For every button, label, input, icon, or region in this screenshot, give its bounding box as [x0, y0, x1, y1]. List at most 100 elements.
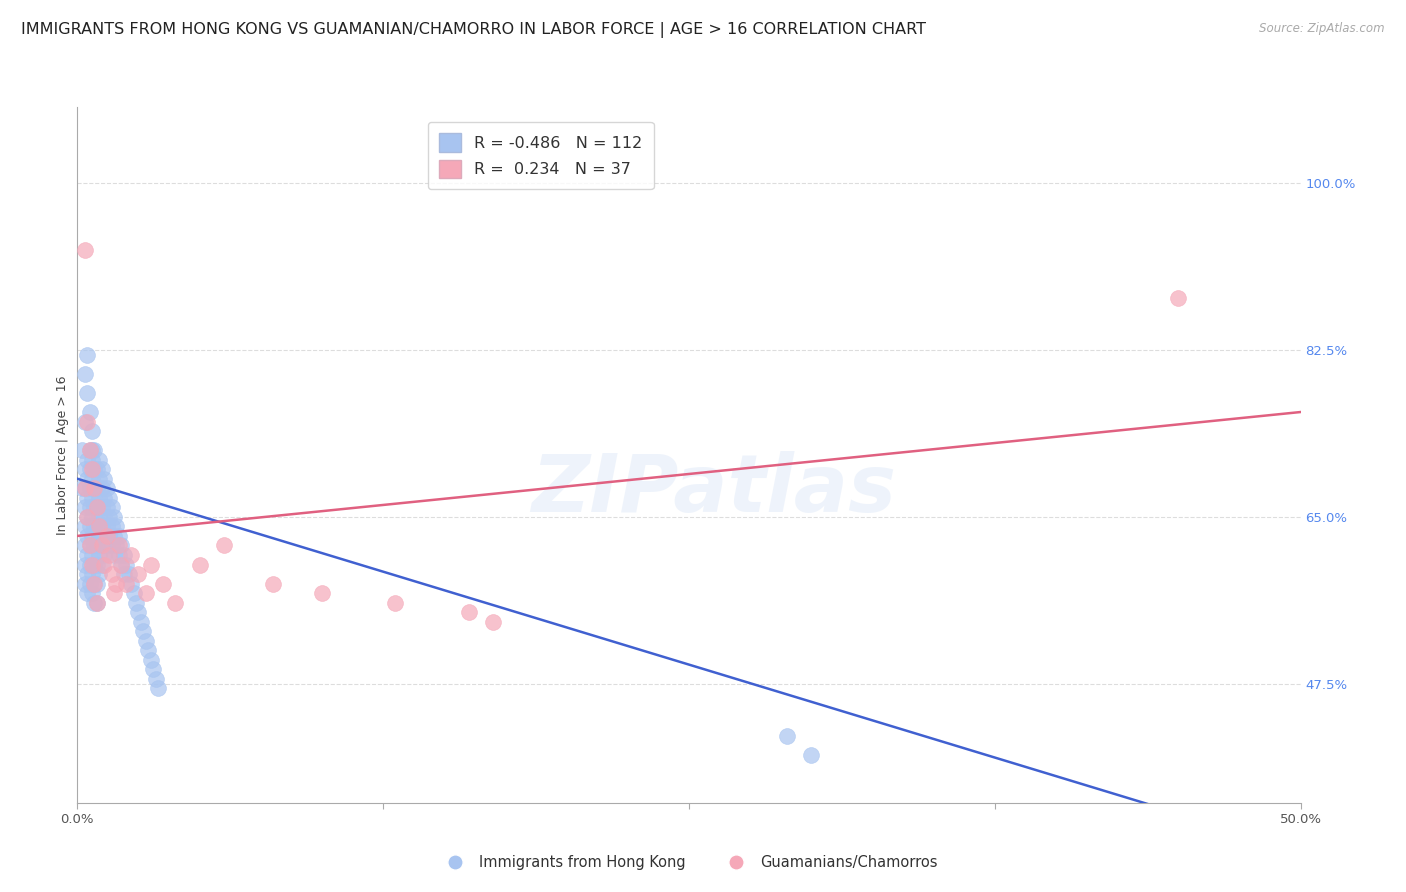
- Point: [135, 586, 157, 600]
- Point: [80, 567, 103, 582]
- Point: [127, 567, 149, 582]
- Point: [86, 558, 108, 572]
- Point: [103, 548, 125, 562]
- Point: [800, 748, 823, 763]
- Point: [122, 586, 145, 600]
- Point: [79, 443, 101, 458]
- Point: [93, 558, 115, 572]
- Point: [86, 596, 108, 610]
- Point: [76, 386, 98, 401]
- Point: [80, 443, 103, 458]
- Point: [83, 539, 105, 553]
- Point: [776, 729, 799, 743]
- Point: [86, 481, 108, 495]
- Point: [90, 481, 112, 495]
- Point: [112, 567, 135, 582]
- Point: [96, 519, 118, 533]
- Point: [100, 539, 122, 553]
- Point: [120, 548, 142, 562]
- Point: [93, 529, 115, 543]
- Point: [79, 405, 101, 419]
- Point: [76, 586, 98, 600]
- Point: [262, 576, 284, 591]
- Point: [89, 548, 111, 562]
- Point: [98, 548, 121, 562]
- Point: [79, 443, 101, 458]
- Legend: Immigrants from Hong Kong, Guamanians/Chamorros: Immigrants from Hong Kong, Guamanians/Ch…: [434, 849, 943, 876]
- Point: [79, 519, 101, 533]
- Point: [93, 472, 115, 486]
- Point: [76, 529, 98, 543]
- Point: [76, 415, 98, 429]
- Point: [457, 605, 479, 619]
- Point: [79, 576, 101, 591]
- Point: [80, 529, 103, 543]
- Point: [108, 548, 131, 562]
- Point: [76, 491, 98, 505]
- Point: [105, 539, 128, 553]
- Point: [125, 596, 148, 610]
- Point: [79, 558, 101, 572]
- Point: [79, 481, 101, 495]
- Point: [96, 539, 118, 553]
- Point: [100, 567, 122, 582]
- Point: [83, 481, 105, 495]
- Point: [83, 462, 105, 476]
- Point: [86, 539, 108, 553]
- Point: [89, 567, 111, 582]
- Point: [93, 509, 115, 524]
- Point: [86, 462, 108, 476]
- Point: [73, 415, 96, 429]
- Point: [139, 653, 162, 667]
- Point: [96, 500, 118, 515]
- Point: [76, 509, 98, 524]
- Point: [384, 596, 406, 610]
- Point: [89, 452, 111, 467]
- Point: [103, 529, 125, 543]
- Point: [83, 576, 105, 591]
- Point: [105, 576, 128, 591]
- Point: [145, 672, 167, 686]
- Point: [118, 567, 141, 582]
- Point: [89, 509, 111, 524]
- Point: [76, 452, 98, 467]
- Point: [90, 462, 112, 476]
- Point: [90, 519, 112, 533]
- Point: [83, 596, 105, 610]
- Point: [76, 472, 98, 486]
- Point: [129, 615, 152, 629]
- Point: [89, 472, 111, 486]
- Point: [76, 567, 98, 582]
- Point: [100, 500, 122, 515]
- Point: [142, 662, 165, 676]
- Point: [70, 481, 93, 495]
- Point: [165, 596, 187, 610]
- Point: [110, 558, 132, 572]
- Point: [86, 576, 108, 591]
- Point: [70, 443, 93, 458]
- Point: [90, 558, 112, 572]
- Point: [146, 681, 169, 696]
- Point: [86, 519, 108, 533]
- Point: [136, 643, 159, 657]
- Point: [132, 624, 155, 639]
- Point: [73, 500, 96, 515]
- Text: Source: ZipAtlas.com: Source: ZipAtlas.com: [1260, 22, 1385, 36]
- Point: [98, 509, 121, 524]
- Point: [79, 462, 101, 476]
- Point: [86, 596, 108, 610]
- Point: [98, 491, 121, 505]
- Point: [79, 539, 101, 553]
- Point: [139, 558, 162, 572]
- Point: [96, 529, 118, 543]
- Point: [103, 586, 125, 600]
- Point: [80, 558, 103, 572]
- Point: [86, 500, 108, 515]
- Point: [76, 348, 98, 362]
- Point: [1167, 291, 1189, 305]
- Point: [73, 367, 96, 381]
- Point: [89, 519, 111, 533]
- Point: [73, 481, 96, 495]
- Text: IMMIGRANTS FROM HONG KONG VS GUAMANIAN/CHAMORRO IN LABOR FORCE | AGE > 16 CORREL: IMMIGRANTS FROM HONG KONG VS GUAMANIAN/C…: [21, 22, 927, 38]
- Point: [86, 500, 108, 515]
